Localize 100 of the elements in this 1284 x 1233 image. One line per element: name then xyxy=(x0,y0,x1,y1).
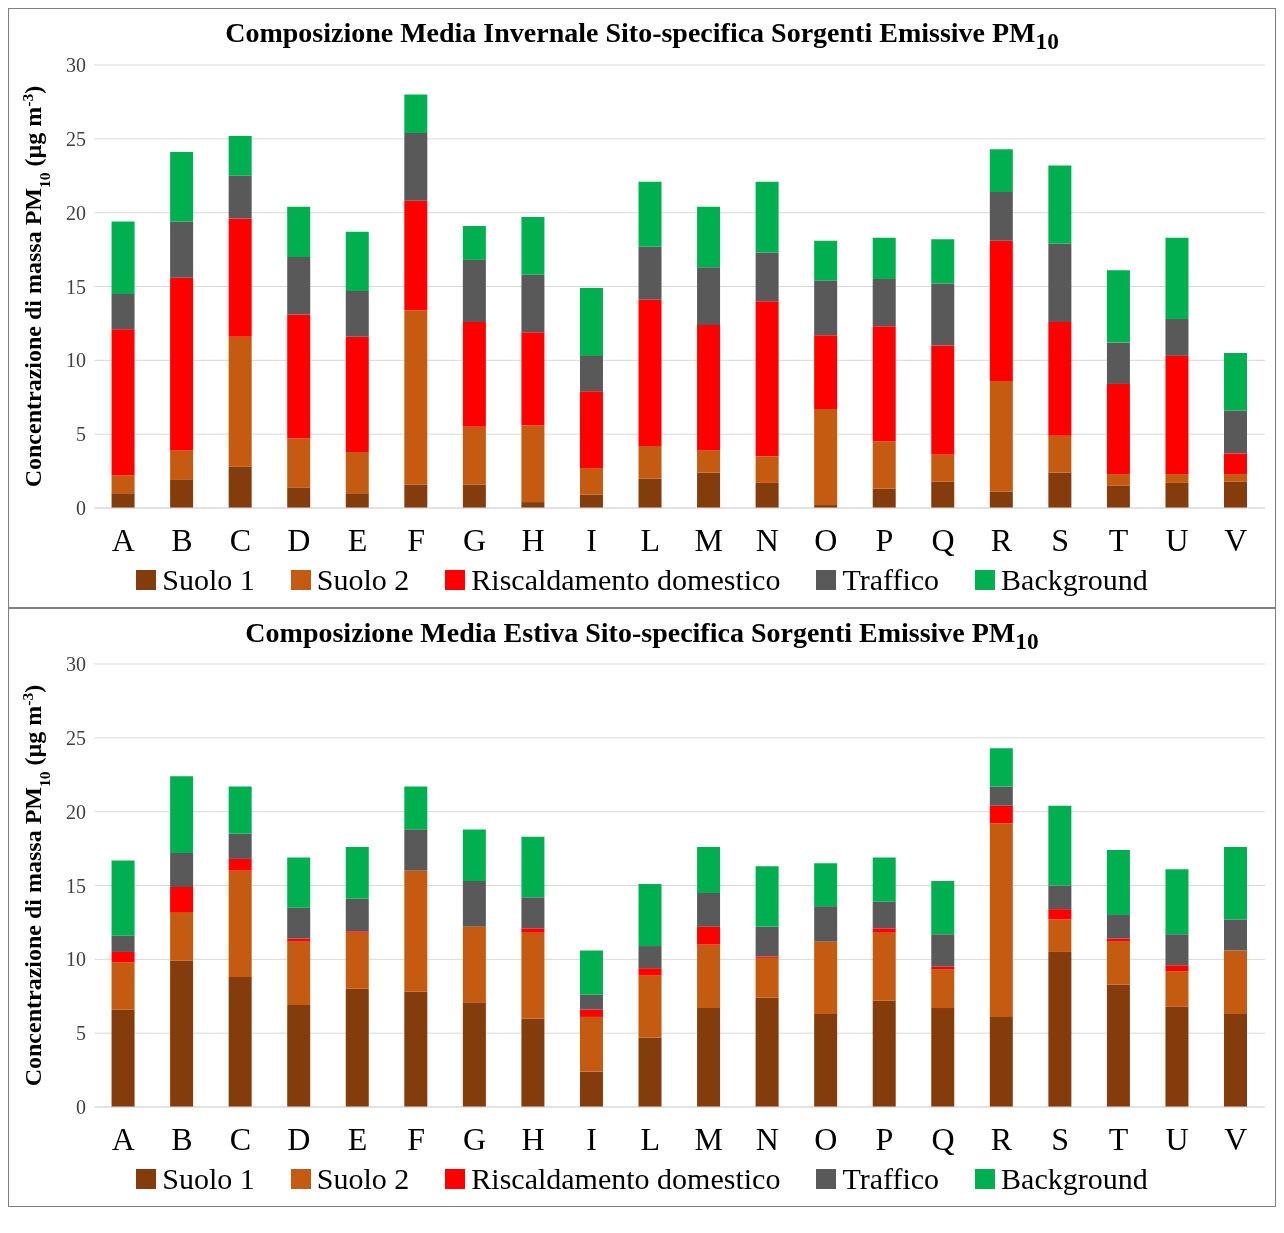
bar xyxy=(755,997,779,1108)
bar xyxy=(1106,473,1130,486)
x-tick-label: H xyxy=(521,521,545,558)
bar xyxy=(814,863,838,907)
bar xyxy=(521,424,545,502)
bar xyxy=(579,1009,603,1018)
bar xyxy=(989,1017,1013,1108)
bar xyxy=(462,829,486,882)
bar xyxy=(404,786,428,830)
chart-title: Composizione Media Estiva Sito-specifica Sorgenti Emissive PM$_{10}$ xyxy=(244,616,1040,655)
bar xyxy=(814,1014,838,1108)
legend-label: Riscaldamento domestico xyxy=(471,1162,781,1197)
bar xyxy=(872,441,896,489)
x-tick-label: S xyxy=(1051,1120,1069,1157)
bar xyxy=(287,938,311,942)
x-tick-label: O xyxy=(814,1120,838,1157)
x-tick-label: O xyxy=(814,521,838,558)
bar xyxy=(287,256,311,315)
legend-label: Suolo 2 xyxy=(316,562,410,597)
bar xyxy=(755,455,779,483)
bar xyxy=(170,450,194,480)
bar xyxy=(404,309,428,484)
bar xyxy=(697,472,721,508)
x-tick-label: C xyxy=(229,1120,252,1157)
bar xyxy=(755,866,779,928)
bar xyxy=(989,748,1013,787)
bar xyxy=(170,151,194,222)
bar xyxy=(989,491,1013,508)
bar xyxy=(170,887,194,913)
bar xyxy=(1165,965,1189,972)
y-tick-label: 5 xyxy=(76,1022,86,1045)
bar xyxy=(638,968,662,976)
bar xyxy=(1048,435,1072,473)
bar xyxy=(931,345,955,455)
legend-label: Suolo 2 xyxy=(316,1162,410,1197)
bar xyxy=(345,989,369,1108)
bar xyxy=(287,907,311,939)
bar xyxy=(697,324,721,450)
bar xyxy=(697,893,721,928)
bar xyxy=(697,206,721,267)
bar xyxy=(287,486,311,508)
bar xyxy=(579,1071,603,1108)
bar xyxy=(345,231,369,291)
y-tick-label: 15 xyxy=(66,874,86,897)
bar xyxy=(1224,410,1248,453)
y-tick-label: 10 xyxy=(66,349,86,372)
bar xyxy=(1165,482,1189,508)
bar xyxy=(111,328,135,476)
bar xyxy=(1048,472,1072,508)
bar xyxy=(579,467,603,495)
bar xyxy=(462,881,486,928)
bar xyxy=(579,1017,603,1072)
bar xyxy=(1224,1014,1248,1108)
bar xyxy=(931,1008,955,1108)
bar xyxy=(1048,919,1072,953)
x-tick-label: G xyxy=(463,521,487,558)
x-tick-label: E xyxy=(347,1120,368,1157)
bar xyxy=(345,336,369,452)
x-tick-label: I xyxy=(586,521,597,558)
bar xyxy=(989,805,1013,824)
x-tick-label: R xyxy=(990,521,1013,558)
x-tick-label: Q xyxy=(931,1120,955,1157)
bar xyxy=(872,325,896,442)
bar xyxy=(345,492,369,508)
y-tick-label: 30 xyxy=(66,653,86,676)
y-tick-label: 20 xyxy=(66,201,86,224)
bar xyxy=(1106,915,1130,939)
bar xyxy=(228,218,252,337)
bar xyxy=(579,355,603,391)
bar xyxy=(989,240,1013,381)
bar xyxy=(579,390,603,468)
bar xyxy=(814,408,838,505)
bar xyxy=(521,1018,545,1108)
x-tick-label: E xyxy=(347,521,368,558)
x-tick-label: T xyxy=(1108,1120,1129,1157)
bar xyxy=(1048,321,1072,436)
x-tick-label: R xyxy=(990,1120,1013,1157)
legend-label: Traffico xyxy=(842,562,940,597)
bar xyxy=(1048,909,1072,920)
bar xyxy=(287,941,311,1006)
bar xyxy=(872,278,896,326)
bar xyxy=(872,488,896,508)
bar xyxy=(228,336,252,467)
bar xyxy=(462,321,486,427)
bar xyxy=(1106,485,1130,508)
bar xyxy=(228,135,252,176)
x-tick-label: B xyxy=(171,521,193,558)
y-tick-label: 10 xyxy=(66,948,86,971)
bar xyxy=(521,216,545,275)
bar xyxy=(1165,971,1189,1007)
x-tick-label: C xyxy=(229,521,252,558)
bar xyxy=(1224,352,1248,411)
bar xyxy=(1106,941,1130,985)
bar xyxy=(931,966,955,970)
bar xyxy=(989,786,1013,806)
bar xyxy=(111,952,135,963)
bar xyxy=(814,941,838,1015)
bar xyxy=(931,283,955,346)
bar xyxy=(1224,950,1248,1015)
x-tick-label: A xyxy=(111,521,135,558)
